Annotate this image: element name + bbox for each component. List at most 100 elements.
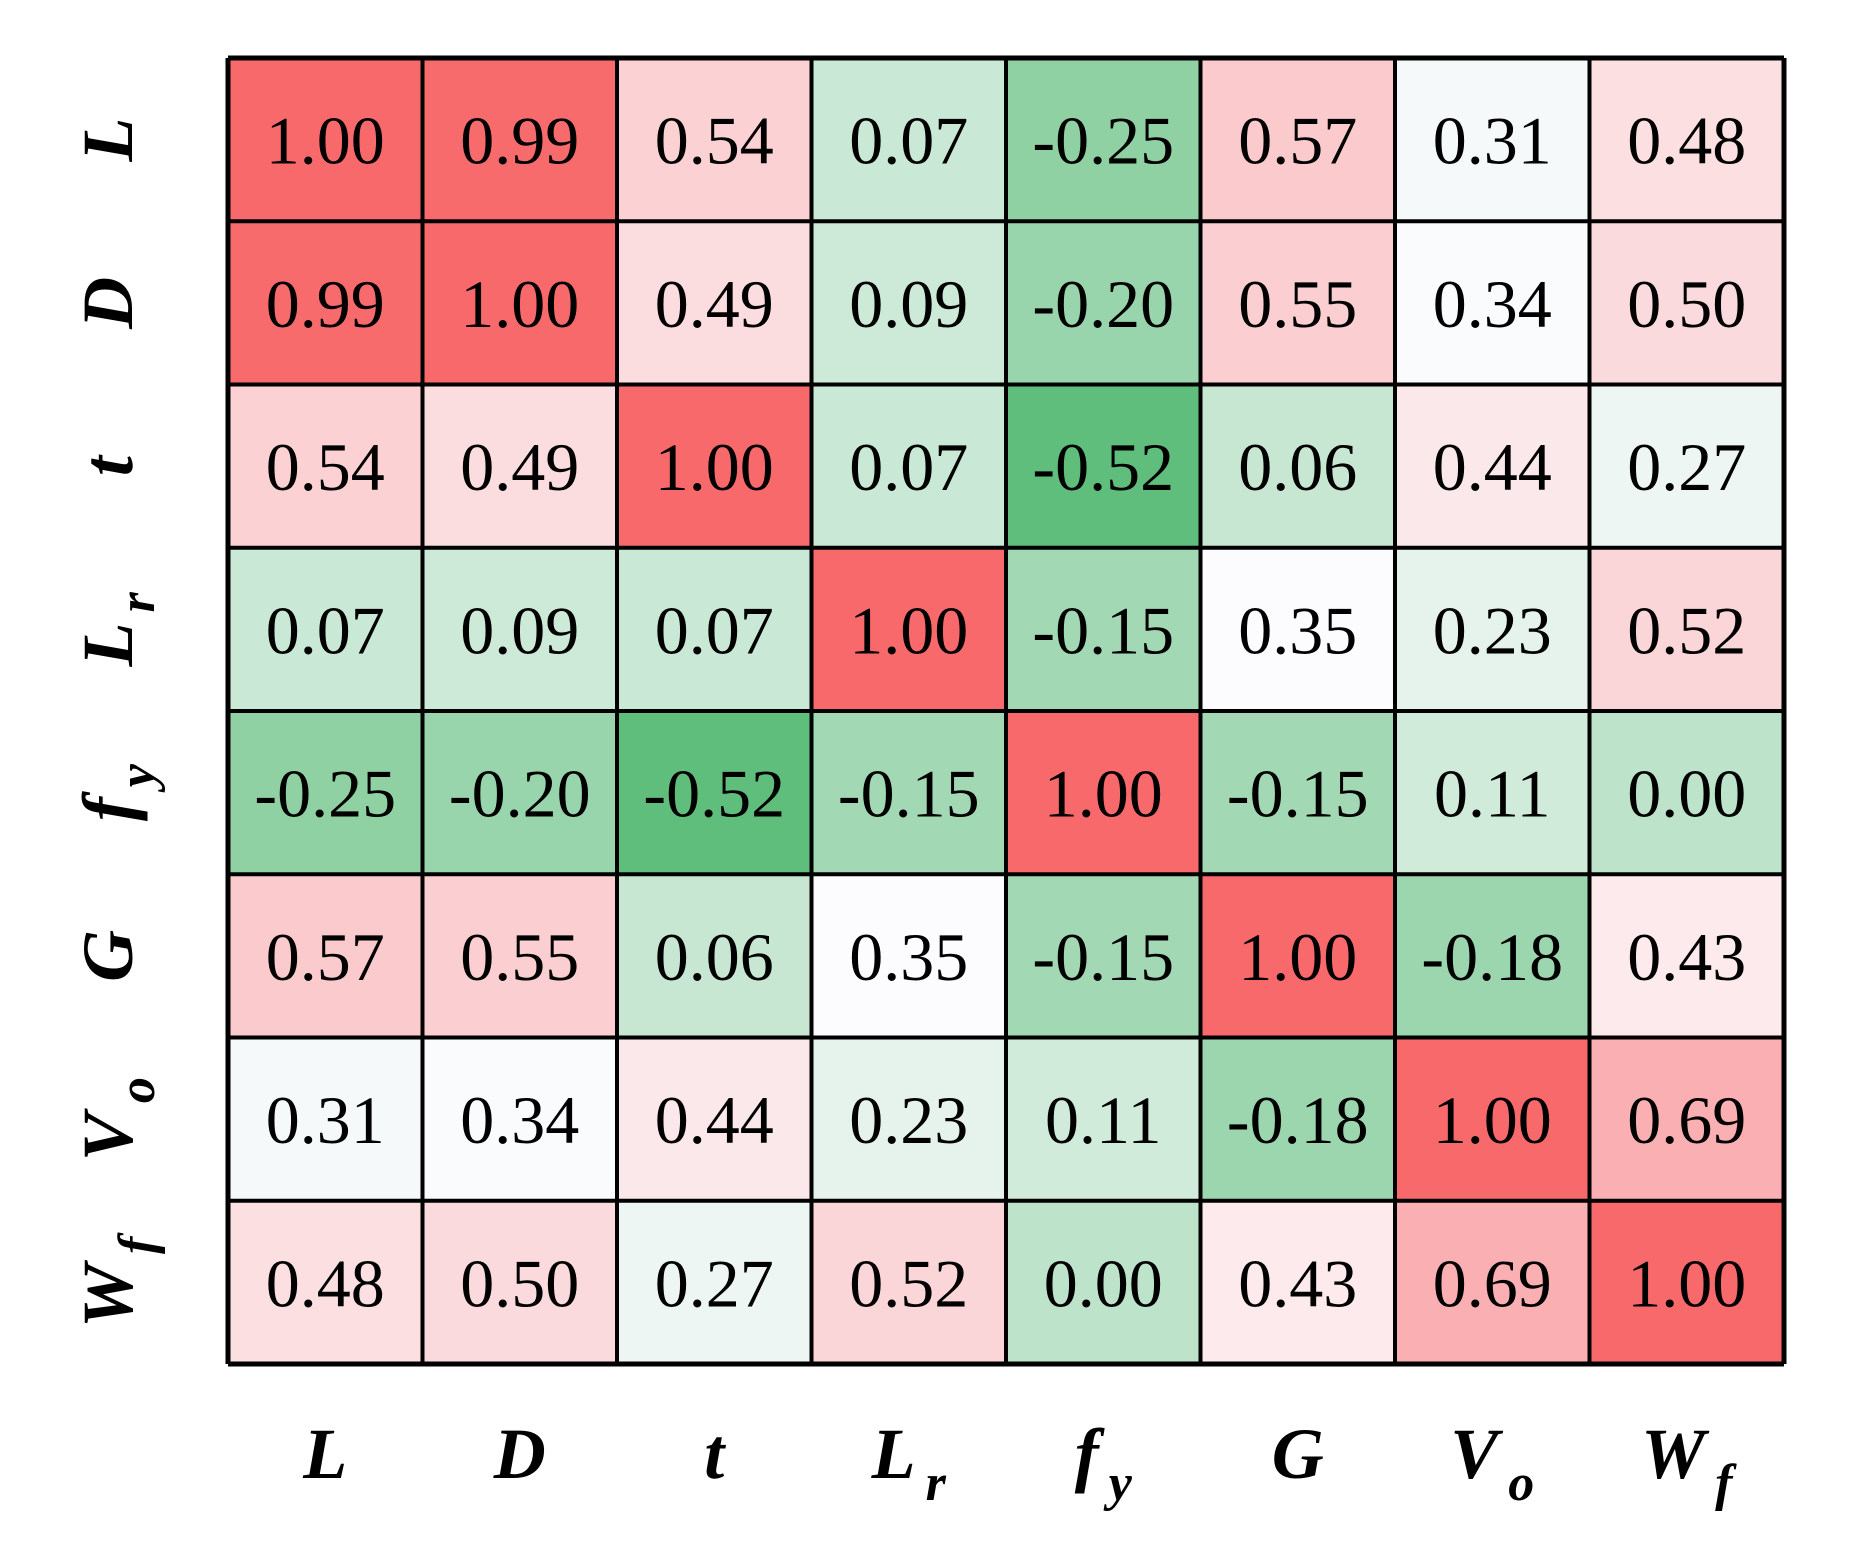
heatmap-cell: [617, 384, 812, 548]
cell-value-label: -0.18: [1421, 919, 1563, 995]
heatmap-cell: [422, 1037, 617, 1201]
cell-value-label: 0.99: [266, 266, 385, 342]
heatmap-cell: [1200, 221, 1395, 385]
cell-value-label: 0.49: [460, 429, 579, 505]
cell-value-label: 0.34: [460, 1082, 579, 1158]
cell-value-label: 0.49: [655, 266, 774, 342]
heatmap-cell: [228, 874, 423, 1038]
y-tick-label: fy: [68, 763, 166, 821]
heatmap-cell: [1200, 874, 1395, 1038]
cell-value-label: -0.20: [1032, 266, 1174, 342]
cell-value-label: 1.00: [460, 266, 579, 342]
cell-value-label: 0.50: [460, 1245, 579, 1321]
heatmap-cell: [617, 1037, 812, 1201]
heatmap-cell: [422, 221, 617, 385]
heatmap-cell: [1395, 711, 1590, 875]
heatmap-cell: [1006, 547, 1201, 711]
cell-value-label: 0.48: [266, 1245, 385, 1321]
heatmap-cell: [1589, 547, 1784, 711]
heatmap-cell: [1006, 58, 1201, 222]
heatmap-cell: [811, 711, 1006, 875]
cell-value-label: 0.31: [1433, 103, 1552, 179]
heatmap-cell: [228, 1037, 423, 1201]
heatmap-cell: [422, 58, 617, 222]
cell-value-label: 0.43: [1238, 1245, 1357, 1321]
heatmap-cell: [617, 58, 812, 222]
heatmap-cell: [422, 711, 617, 875]
heatmap-cell: [1200, 1037, 1395, 1201]
cell-value-label: 0.11: [1434, 756, 1550, 832]
heatmap-cell: [1006, 384, 1201, 548]
heatmap-cell: [1200, 547, 1395, 711]
heatmap-cell: [228, 384, 423, 548]
cell-value-label: -0.15: [1227, 756, 1369, 832]
cell-value-label: -0.18: [1227, 1082, 1369, 1158]
heatmap-cell: [1589, 58, 1784, 222]
heatmap-cell: [811, 221, 1006, 385]
heatmap-cell: [617, 547, 812, 711]
cell-value-label: -0.15: [838, 756, 980, 832]
cell-value-label: 0.69: [1627, 1082, 1746, 1158]
cell-value-label: 0.55: [460, 919, 579, 995]
cell-value-label: 0.44: [655, 1082, 774, 1158]
heatmap-cell: [228, 1200, 423, 1364]
heatmap-cell: [228, 547, 423, 711]
heatmap-cell: [811, 1200, 1006, 1364]
heatmap-cell: [422, 547, 617, 711]
heatmap-cell: [1589, 384, 1784, 548]
heatmap-cell: [1395, 221, 1590, 385]
cell-value-label: 1.00: [849, 592, 968, 668]
cell-value-label: -0.15: [1032, 592, 1174, 668]
cell-value-label: 0.09: [460, 592, 579, 668]
y-tick-label: t: [68, 454, 148, 476]
cell-value-label: 0.52: [1627, 592, 1746, 668]
heatmap-cell: [811, 547, 1006, 711]
heatmap-cell: [617, 221, 812, 385]
heatmap-cell: [228, 711, 423, 875]
cell-value-label: 0.50: [1627, 266, 1746, 342]
x-tick-label: L: [302, 1414, 347, 1494]
cell-value-label: 0.11: [1045, 1082, 1161, 1158]
cell-value-label: 0.06: [655, 919, 774, 995]
heatmap-cell: [1200, 711, 1395, 875]
cell-value-label: 1.00: [1627, 1245, 1746, 1321]
cell-value-label: -0.25: [254, 756, 396, 832]
cell-value-label: 0.23: [1433, 592, 1552, 668]
cell-value-label: 0.35: [849, 919, 968, 995]
y-tick-label: D: [68, 277, 148, 330]
heatmap-cell: [1395, 1037, 1590, 1201]
cell-value-label: 0.06: [1238, 429, 1357, 505]
cell-value-label: 0.00: [1627, 756, 1746, 832]
heatmap-cell: [1589, 874, 1784, 1038]
cell-value-label: 0.52: [849, 1245, 968, 1321]
cell-value-label: 0.44: [1433, 429, 1552, 505]
heatmap-cell: [228, 221, 423, 385]
y-axis-labels: L Dt Lr fy G Vo Wf: [68, 118, 166, 1328]
heatmap-cell: [617, 874, 812, 1038]
heatmap-cell: [1006, 1200, 1201, 1364]
cell-value-label: -0.52: [1032, 429, 1174, 505]
heatmap-cell: [1589, 1037, 1784, 1201]
cell-value-label: 0.34: [1433, 266, 1552, 342]
x-tick-label: t: [704, 1414, 726, 1494]
heatmap-cell: [1006, 221, 1201, 385]
cell-value-label: -0.20: [449, 756, 591, 832]
heatmap-cell: [1006, 711, 1201, 875]
cell-value-label: 0.00: [1044, 1245, 1163, 1321]
cell-value-label: 0.27: [655, 1245, 774, 1321]
x-tick-label: G: [1272, 1414, 1324, 1494]
cell-value-label: 0.07: [849, 103, 968, 179]
cell-value-label: 0.43: [1627, 919, 1746, 995]
cell-value-label: 0.54: [266, 429, 385, 505]
heatmap-cell: [422, 874, 617, 1038]
cell-value-label: 0.54: [655, 103, 774, 179]
y-tick-label: L: [68, 118, 148, 163]
cell-value-label: 1.00: [1433, 1082, 1552, 1158]
heatmap-cell: [617, 711, 812, 875]
cell-value-label: -0.15: [1032, 919, 1174, 995]
y-tick-label: Vo: [68, 1077, 166, 1161]
